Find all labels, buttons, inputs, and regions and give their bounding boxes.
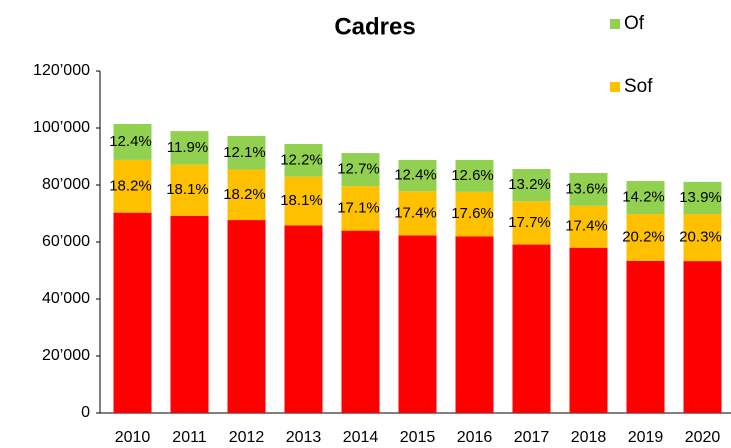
bar-segment xyxy=(512,169,551,202)
share-label: 14.2% xyxy=(622,189,665,206)
bar-segment xyxy=(626,181,665,215)
bar-segment xyxy=(626,260,665,413)
x-tick-label: 2017 xyxy=(514,429,550,446)
bar-segment xyxy=(455,236,494,413)
x-tick-label: 2018 xyxy=(571,429,607,446)
y-tick-label: 100’000 xyxy=(33,119,90,136)
chart-title: Cadres xyxy=(334,13,415,40)
x-tick-label: 2010 xyxy=(115,429,151,446)
x-tick-label: 2015 xyxy=(400,429,436,446)
y-tick-label: 120’000 xyxy=(33,62,90,79)
bar-segment xyxy=(284,225,323,413)
bar-segment xyxy=(569,173,608,206)
bar-segment xyxy=(683,261,722,413)
bar-segment xyxy=(284,176,323,226)
bar-segment xyxy=(284,143,323,177)
share-label: 12.4% xyxy=(109,133,152,150)
x-tick-label: 2013 xyxy=(286,429,322,446)
share-label: 12.2% xyxy=(280,151,323,168)
share-label: 20.2% xyxy=(622,228,665,245)
share-label: 18.2% xyxy=(109,177,152,194)
bar-segment xyxy=(512,244,551,413)
share-label: 12.6% xyxy=(451,167,494,184)
legend-swatch xyxy=(610,19,620,29)
share-label: 13.6% xyxy=(565,180,608,197)
bar-segment xyxy=(398,235,437,413)
bar-segment xyxy=(398,159,437,192)
bar-segment xyxy=(683,181,722,215)
share-label: 18.2% xyxy=(223,186,266,203)
bar-segment xyxy=(341,230,380,413)
share-label: 13.2% xyxy=(508,176,551,193)
bar-segment xyxy=(170,215,209,413)
x-tick-label: 2019 xyxy=(628,429,664,446)
share-label: 11.9% xyxy=(167,139,208,156)
share-label: 18.1% xyxy=(166,181,209,198)
bar-segment xyxy=(170,131,209,165)
x-tick-label: 2014 xyxy=(343,429,379,446)
share-label: 18.1% xyxy=(280,192,323,209)
y-tick-label: 60’000 xyxy=(42,233,90,250)
legend-swatch xyxy=(610,82,620,92)
y-tick-label: 0 xyxy=(81,404,90,421)
bar-segment xyxy=(455,191,494,237)
bar-segment xyxy=(569,247,608,413)
legend-label: Of xyxy=(624,13,645,34)
bar-segment xyxy=(113,159,152,213)
share-label: 12.1% xyxy=(223,144,266,161)
x-tick-label: 2020 xyxy=(685,429,721,446)
share-label: 17.1% xyxy=(337,199,380,216)
bar-segment xyxy=(683,214,722,262)
bar-segment xyxy=(569,205,608,248)
y-tick-label: 80’000 xyxy=(42,176,90,193)
legend-label: Sof xyxy=(624,76,653,97)
share-label: 12.7% xyxy=(337,161,380,178)
bar-segment xyxy=(227,220,266,413)
y-tick-label: 40’000 xyxy=(42,290,90,307)
bar-segment xyxy=(398,191,437,236)
share-label: 13.9% xyxy=(679,189,722,206)
bar-segment xyxy=(227,135,266,170)
bar-segment xyxy=(227,169,266,221)
share-label: 12.4% xyxy=(394,167,437,184)
share-label: 17.6% xyxy=(451,205,494,222)
bar-segment xyxy=(455,159,494,192)
share-label: 20.3% xyxy=(679,229,722,246)
share-label: 17.4% xyxy=(394,204,437,221)
bar-segment xyxy=(512,201,551,245)
bar-segment xyxy=(170,164,209,216)
bar-segment xyxy=(626,214,665,261)
x-tick-label: 2016 xyxy=(457,429,493,446)
bar-segment xyxy=(113,212,152,413)
bar-segment xyxy=(341,186,380,231)
share-label: 17.7% xyxy=(508,214,551,231)
x-tick-label: 2012 xyxy=(229,429,265,446)
y-tick-label: 20’000 xyxy=(42,347,90,364)
x-tick-label: 2011 xyxy=(172,429,207,446)
bar-segment xyxy=(113,124,152,160)
share-label: 17.4% xyxy=(565,218,608,235)
bar-segment xyxy=(341,153,380,187)
